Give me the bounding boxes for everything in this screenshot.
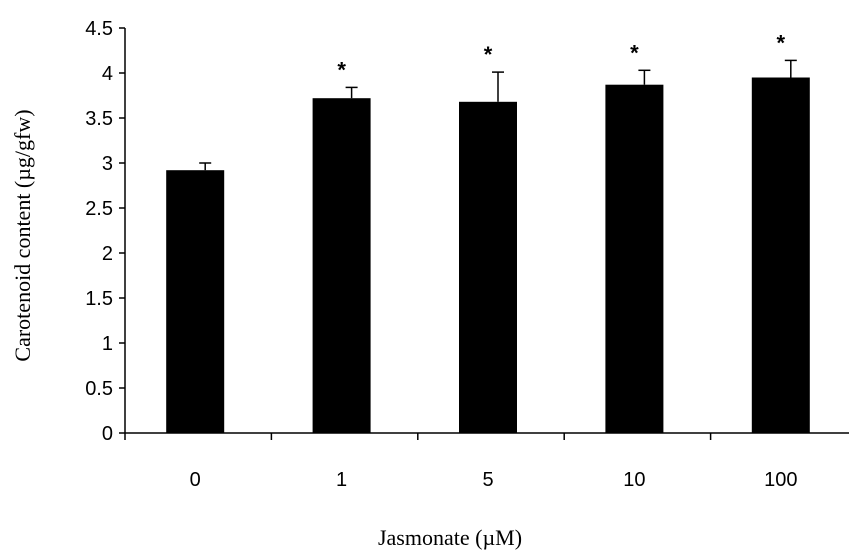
- y-tick-label: 3: [102, 153, 113, 175]
- x-tick-label: 100: [764, 469, 797, 491]
- bar: [166, 170, 225, 433]
- y-tick-label: 2.5: [85, 198, 113, 220]
- y-tick-label: 0.5: [85, 378, 113, 400]
- bar: [605, 84, 664, 433]
- bar: [459, 101, 517, 434]
- y-tick-label: 2: [102, 243, 113, 265]
- y-tick-label: 4: [102, 63, 113, 85]
- x-axis-title: Jasmonate (µM): [378, 525, 522, 550]
- significance-marker: *: [777, 30, 786, 55]
- x-tick-label: 5: [482, 469, 493, 491]
- significance-marker: *: [630, 40, 639, 65]
- bar: [312, 98, 371, 433]
- y-axis-title: Carotenoid content (µg/gfw): [10, 109, 35, 361]
- x-tick-label: 10: [623, 469, 645, 491]
- bar: [751, 77, 810, 433]
- y-tick-label: 4.5: [85, 18, 113, 40]
- x-tick-label: 1: [336, 469, 347, 491]
- significance-marker: *: [337, 57, 346, 82]
- y-tick-label: 1.5: [85, 288, 113, 310]
- significance-marker: *: [484, 42, 493, 67]
- plot-area: 0 0.5 1 1.5 2 2.5 3 3.5 4 4.5 0 1 * 5 * 10 * 100 *: [85, 18, 810, 491]
- x-tick-label: 0: [190, 469, 201, 491]
- y-tick-label: 3.5: [85, 108, 113, 130]
- y-tick-label: 1: [102, 333, 113, 355]
- y-tick-label: 0: [102, 423, 113, 445]
